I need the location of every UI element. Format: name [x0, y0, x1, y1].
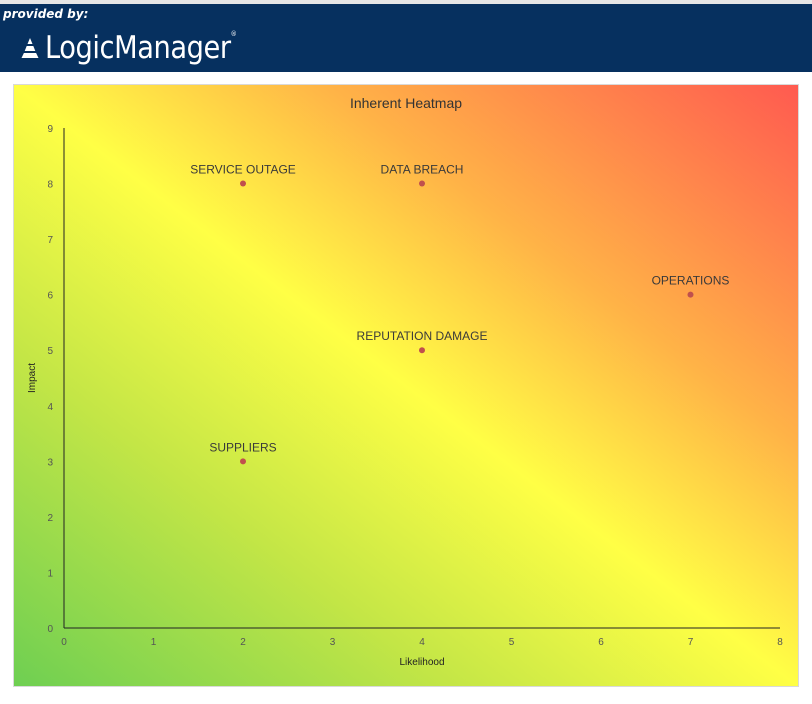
x-tick-label: 7	[688, 637, 694, 648]
y-tick-label: 4	[47, 402, 53, 413]
y-tick-label: 2	[47, 513, 53, 524]
y-tick-label: 8	[47, 180, 53, 191]
x-tick-label: 2	[240, 637, 246, 648]
data-point	[419, 347, 425, 354]
y-tick-label: 5	[47, 346, 53, 357]
x-tick-label: 0	[61, 637, 67, 648]
logicmanager-logo: LogicManager®	[18, 30, 262, 66]
provided-by-label: provided by:	[3, 7, 89, 21]
y-tick-label: 1	[47, 568, 53, 579]
y-axis-label: Impact	[27, 363, 38, 393]
data-point	[240, 180, 246, 187]
logo-text: LogicManager®	[45, 30, 237, 66]
x-tick-label: 5	[509, 637, 515, 648]
data-point	[687, 291, 694, 298]
x-tick-label: 6	[598, 637, 604, 648]
x-tick-label: 8	[777, 637, 783, 648]
pyramid-logo-icon	[21, 38, 39, 58]
x-tick-label: 1	[151, 637, 157, 648]
top-strip	[0, 0, 812, 4]
x-tick-label: 4	[419, 637, 425, 648]
data-point-label: OPERATIONS	[652, 274, 730, 288]
y-tick-label: 7	[47, 235, 53, 246]
y-tick-label: 3	[47, 457, 53, 468]
chart-title: Inherent Heatmap	[350, 95, 462, 111]
header-banner: provided by: LogicManager®	[0, 4, 812, 72]
data-point	[419, 180, 425, 187]
data-point-label: SERVICE OUTAGE	[190, 163, 296, 177]
y-tick-label: 9	[47, 124, 53, 135]
data-point-label: REPUTATION DAMAGE	[357, 329, 488, 343]
data-point	[240, 458, 246, 465]
x-axis-label: Likelihood	[399, 657, 444, 668]
y-tick-label: 0	[47, 624, 53, 635]
y-tick-label: 6	[47, 291, 53, 302]
heatmap-chart: Inherent Heatmap Likelihood Impact 0 1 2 3 4…	[13, 84, 799, 687]
chart-svg: Inherent Heatmap Likelihood Impact 0 1 2 3 4…	[27, 95, 783, 668]
data-point-label: DATA BREACH	[381, 163, 464, 177]
data-point-label: SUPPLIERS	[209, 440, 276, 454]
x-tick-label: 3	[330, 637, 336, 648]
